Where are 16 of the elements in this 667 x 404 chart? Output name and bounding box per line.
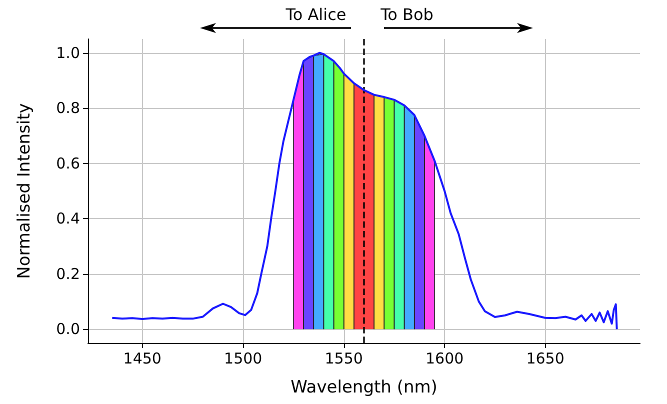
x-tick-label: 1650	[526, 350, 564, 368]
x-tick-label: 1550	[324, 350, 363, 368]
text: To Bob	[380, 5, 434, 24]
y-tick-label: 0.0	[56, 320, 80, 338]
line-series	[111, 52, 618, 330]
y-tick-label: 0.6	[56, 154, 80, 172]
text: To Alice	[284, 5, 346, 24]
x-tick-label: 1600	[425, 350, 464, 368]
y-tick-label: 1.0	[56, 44, 80, 62]
y-tick-label: 0.2	[56, 264, 80, 283]
y-tick-label: 0.8	[56, 99, 80, 118]
x-axis-title: Wavelength (nm)	[290, 378, 438, 398]
x-tick-label: 1500	[224, 350, 262, 368]
x-tick-label: 1450	[123, 350, 162, 368]
y-tick-label: 0.4	[56, 210, 80, 228]
y-axis-title: Normalised Intensity	[14, 103, 34, 279]
